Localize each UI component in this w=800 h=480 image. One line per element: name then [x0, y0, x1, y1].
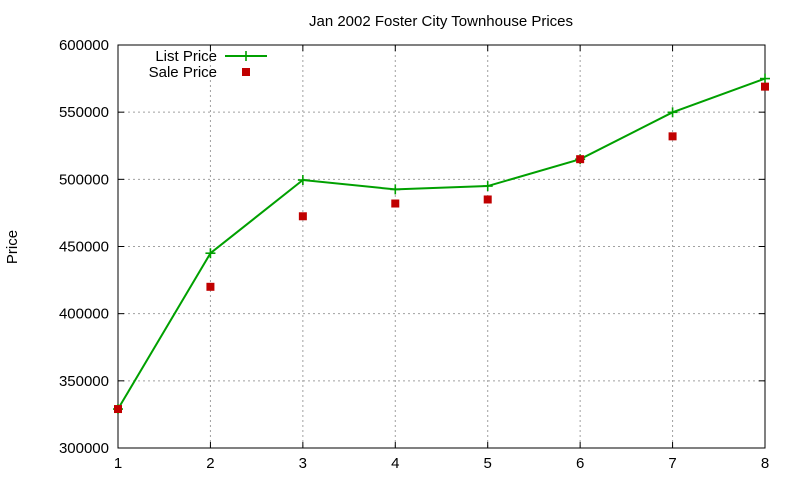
y-tick-label: 350000 [59, 373, 109, 390]
legend-label: Sale Price [149, 64, 217, 81]
y-tick-label: 600000 [59, 37, 109, 54]
y-tick-label: 300000 [59, 440, 109, 457]
y-tick-label: 400000 [59, 306, 109, 323]
series-line [117, 77, 766, 410]
x-tick-label: 8 [761, 455, 769, 472]
x-tick-label: 5 [484, 455, 492, 472]
series-list-price [113, 73, 770, 415]
x-tick-label: 2 [206, 455, 214, 472]
grid [118, 45, 765, 448]
y-axis-label: Price [4, 230, 21, 264]
legend-label: List Price [155, 48, 217, 65]
data-point [483, 195, 492, 204]
axis-ticks: 1 2 3 4 5 6 7 8 300000 350000 400000 450000 500000 55… [59, 37, 769, 472]
chart-title: Jan 2002 Foster City Townhouse Prices [309, 13, 573, 30]
plot-frame [117, 44, 766, 449]
x-tick-label: 7 [668, 455, 676, 472]
data-point [667, 107, 678, 118]
legend-marker [241, 51, 251, 61]
data-point [391, 199, 400, 208]
data-point [761, 82, 769, 91]
data-point [576, 155, 585, 164]
x-tick-label: 3 [299, 455, 307, 472]
series-sale-price [114, 82, 769, 414]
data-point [205, 248, 216, 259]
x-tick-label: 1 [114, 455, 122, 472]
data-point [114, 405, 122, 414]
x-tick-label: 6 [576, 455, 584, 472]
data-point [206, 282, 215, 291]
data-point [482, 181, 493, 192]
x-tick-label: 4 [391, 455, 399, 472]
data-point [390, 184, 401, 195]
y-tick-label: 550000 [59, 104, 109, 121]
data-point [297, 175, 308, 186]
data-point [760, 73, 770, 84]
legend-marker [242, 68, 250, 76]
y-tick-label: 450000 [59, 239, 109, 256]
y-tick-label: 500000 [59, 171, 109, 188]
series [113, 73, 770, 415]
data-point [668, 132, 677, 141]
data-point [298, 212, 307, 221]
